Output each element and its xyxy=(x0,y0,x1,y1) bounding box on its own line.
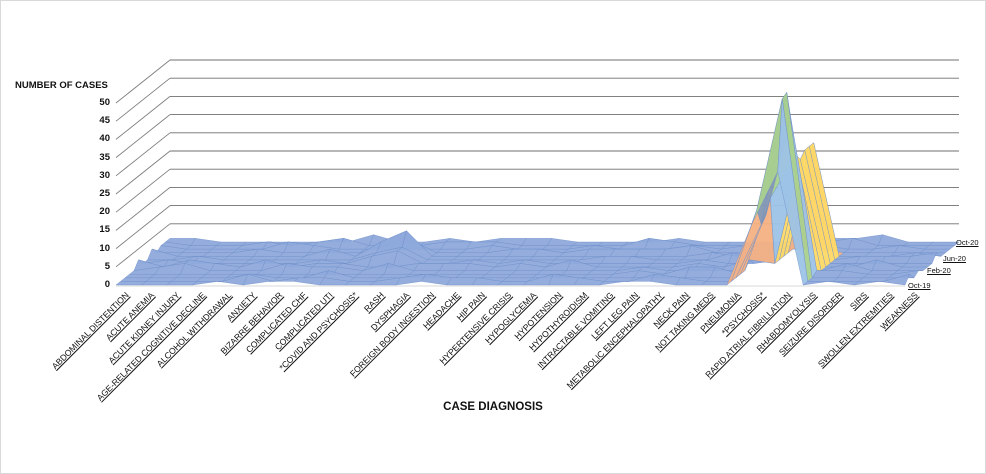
y-axis-title: NUMBER OF CASES xyxy=(15,80,108,91)
y-tick-label: 45 xyxy=(99,115,110,127)
y-tick-label: 5 xyxy=(104,260,110,272)
y-tick-label: 25 xyxy=(99,188,110,199)
depth-label: Feb-20 xyxy=(927,266,951,275)
y-tick-label: 40 xyxy=(99,133,110,145)
depth-label: Oct-20 xyxy=(956,238,979,247)
depth-label: Jun-20 xyxy=(943,254,966,263)
y-tick-label: 0 xyxy=(104,279,110,290)
y-tick-label: 35 xyxy=(99,151,110,163)
depth-label: Oct-19 xyxy=(908,281,931,290)
y-tick-label: 20 xyxy=(99,206,110,218)
y-tick-label: 30 xyxy=(99,169,110,181)
y-tick-label: 15 xyxy=(99,224,110,236)
y-tick-label: 50 xyxy=(99,97,110,108)
y-tick-label: 10 xyxy=(99,242,110,254)
x-axis-title: CASE DIAGNOSIS xyxy=(443,401,543,413)
